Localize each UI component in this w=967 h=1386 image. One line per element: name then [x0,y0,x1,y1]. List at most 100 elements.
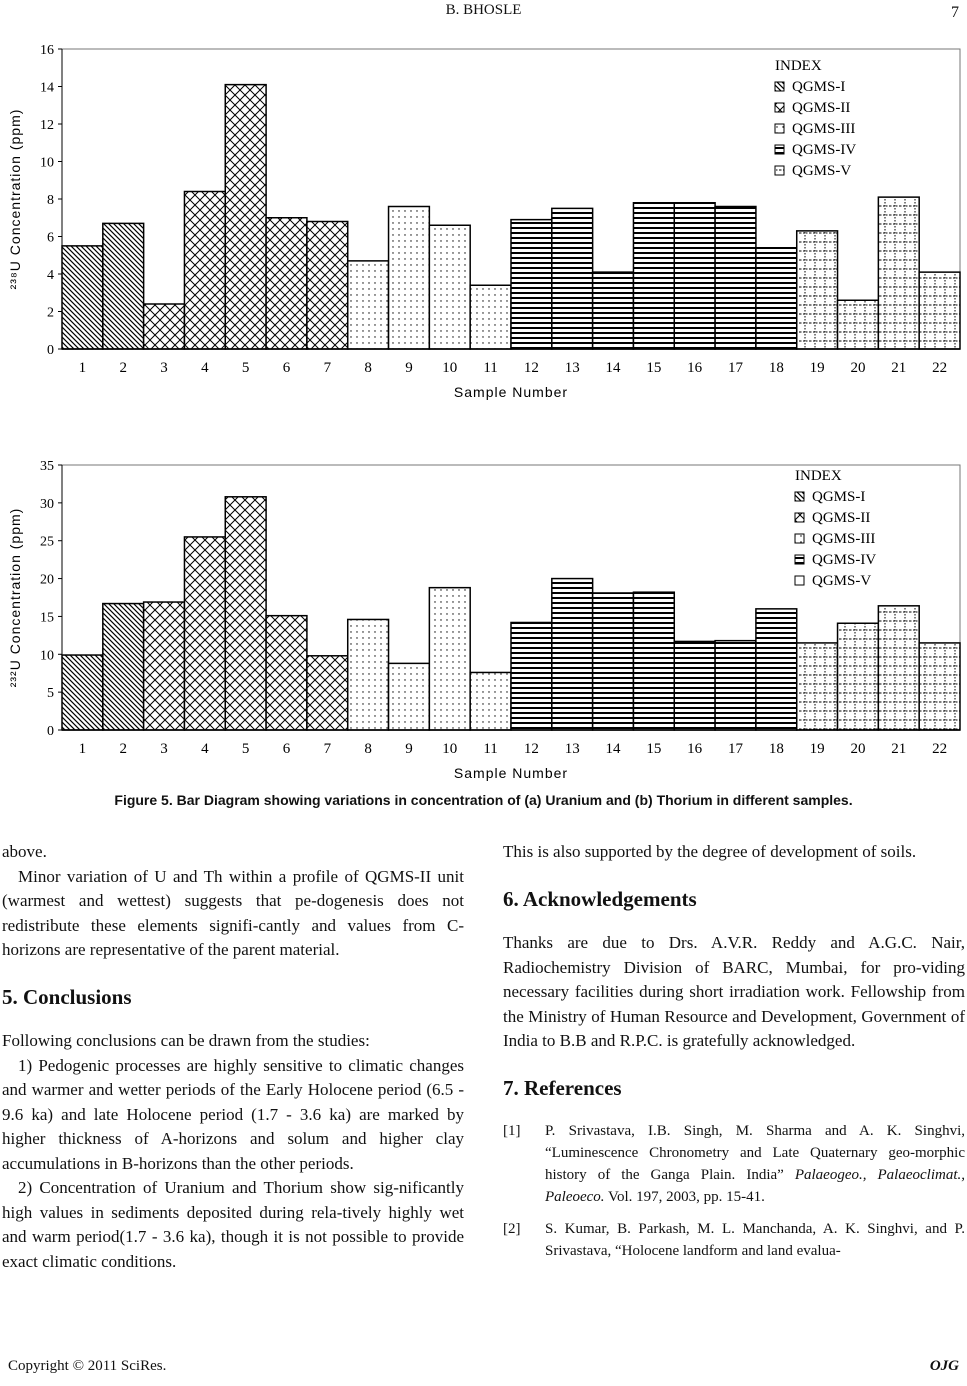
bar [306,655,349,731]
y-tick-label: 4 [47,268,54,283]
y-tick-label: 12 [40,118,54,133]
legend-label: QGMS-II [812,510,870,526]
legend-swatch [774,81,785,92]
reference-text: Vol. 197, 2003, pp. 15-41. [604,1189,765,1205]
x-tick-label: 20 [850,741,865,757]
bar [755,247,798,350]
bar [306,220,349,350]
x-tick-label: 13 [565,741,580,757]
x-axis-label: Sample Number [454,765,568,781]
bar [102,602,145,731]
bar [632,202,676,350]
legend-swatch [794,512,805,523]
y-tick-label: 35 [40,459,54,474]
bar [142,303,186,350]
legend-title: INDEX [775,58,822,74]
bar [183,190,227,350]
legend-label: QGMS-III [812,531,875,547]
x-tick-label: 11 [483,360,497,376]
section-heading: 7. References [503,1075,622,1100]
x-tick-label: 2 [119,741,127,757]
y-tick-label: 0 [47,724,54,739]
bar [346,260,390,350]
bar [877,605,920,731]
reference-item: [1] P. Srivastava, I.B. Singh, M. Sharma… [503,1120,965,1208]
bar [551,207,594,350]
bar [591,592,635,731]
bar [265,217,308,350]
section-heading: 6. Acknowledgements [503,886,697,911]
y-axis-label: ²³²U Concentration (ppm) [7,508,23,688]
right-column: This is also supported by the degree of … [503,840,965,1262]
bar [61,245,104,350]
reference-text: S. Kumar, B. Parkash, M. L. Manchanda, A… [545,1221,965,1259]
x-tick-label: 4 [201,360,209,376]
x-tick-label: 7 [324,360,332,376]
x-tick-label: 10 [442,360,457,376]
x-tick-label: 19 [810,360,825,376]
journal-name: OJG [929,1358,959,1374]
x-tick-label: 8 [364,741,372,757]
page-number: 7 [951,4,959,21]
y-tick-label: 5 [47,686,54,701]
bar [673,640,716,731]
reference-number: [2] [503,1221,521,1237]
paragraph: This is also supported by the degree of … [503,842,917,861]
bar [673,202,716,350]
bar [836,622,880,731]
bar [714,205,757,350]
x-tick-label: 3 [160,360,168,376]
legend-swatch [794,491,805,502]
y-tick-label: 8 [47,193,54,208]
legend-label: QGMS-I [812,489,865,505]
y-tick-label: 25 [40,535,54,550]
x-tick-label: 2 [119,360,127,376]
bar [551,577,594,731]
bar [836,299,880,350]
x-tick-label: 22 [932,360,947,376]
y-tick-label: 15 [40,610,54,625]
legend-swatch [774,144,785,155]
x-tick-label: 10 [442,741,457,757]
reference-item: [2] S. Kumar, B. Parkash, M. L. Manchand… [503,1218,965,1262]
legend-swatch [774,123,785,134]
reference-number: [1] [503,1123,521,1139]
bar [510,621,553,731]
x-tick-label: 17 [728,741,744,757]
y-axis-label: ²³⁸U Concentration (ppm) [7,109,23,290]
x-tick-label: 11 [483,741,497,757]
paragraph: Thanks are due to Drs. A.V.R. Reddy and … [503,933,965,1050]
x-tick-label: 16 [687,741,703,757]
paragraph: Minor variation of U and Th within a pro… [2,866,464,960]
x-tick-label: 8 [364,360,372,376]
legend-label: QGMS-V [792,163,851,179]
legend-label: QGMS-V [812,573,871,589]
legend-title: INDEX [795,468,842,484]
x-tick-label: 21 [891,741,906,757]
bar [795,642,839,731]
bar [102,222,145,350]
y-tick-label: 2 [47,306,54,321]
bar [510,218,553,350]
x-tick-label: 12 [524,741,539,757]
legend-label: QGMS-IV [792,142,856,158]
x-tick-label: 5 [242,360,250,376]
bar [469,284,512,350]
bar [714,639,757,731]
legend-label: QGMS-IV [812,552,876,568]
bar [755,608,798,731]
bar [387,205,431,350]
bar [183,536,227,731]
paragraph: 1) Pedogenic processes are highly sensit… [2,1055,464,1173]
y-tick-label: 6 [47,231,54,246]
x-tick-label: 5 [242,741,250,757]
bar [142,601,186,731]
x-tick-label: 15 [646,360,661,376]
legend-swatch [794,554,805,565]
legend-swatch [774,165,785,176]
x-tick-label: 9 [405,741,413,757]
x-tick-label: 22 [932,741,947,757]
legend-label: QGMS-II [792,100,850,116]
